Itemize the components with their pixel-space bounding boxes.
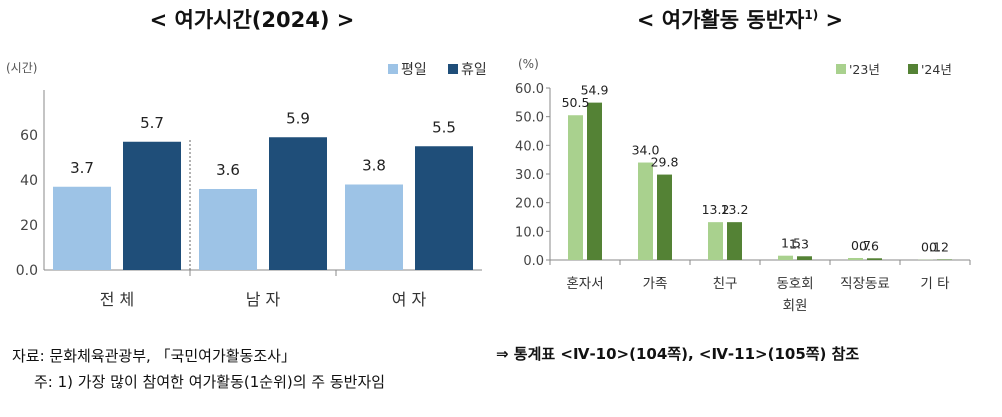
chart1-unit-label: (시간) bbox=[6, 61, 37, 75]
companion-chart: < 여가활동 동반자1) > (%) 0.0 10.0 20.0 30.0 40.0 50… bbox=[515, 8, 971, 314]
leisure-time-chart: < 여가시간(2024) > (시간) 0.0 20 40 60 3.7 5.7 3.6 5… bbox=[6, 8, 487, 309]
chart2-bar bbox=[708, 222, 723, 260]
chart2-category-label: 회원 bbox=[783, 298, 808, 314]
chart1-bar bbox=[269, 137, 327, 270]
chart2-y-ticks: 0.0 10.0 20.0 30.0 40.0 50.0 60.0 bbox=[515, 82, 544, 269]
chart2-unit-label: (%) bbox=[518, 57, 539, 71]
chart1-bar bbox=[53, 186, 111, 270]
chart1-value-labels: 3.7 5.7 3.6 5.9 3.8 5.5 bbox=[70, 109, 456, 179]
chart2-category-label: 가족 bbox=[643, 276, 668, 292]
chart1-bars bbox=[53, 137, 473, 270]
chart2-bar bbox=[797, 256, 812, 260]
chart2-y-tick-label: 10.0 bbox=[515, 225, 544, 240]
chart1-value-label: 3.7 bbox=[70, 159, 94, 177]
chart2-y-tick-label: 20.0 bbox=[515, 197, 544, 212]
chart1-category-label: 남 자 bbox=[246, 290, 281, 309]
chart1-y-tick-label: 0.0 bbox=[16, 263, 38, 279]
chart1-axes bbox=[43, 90, 482, 276]
chart1-legend-swatch bbox=[448, 64, 458, 74]
chart2-bar bbox=[778, 255, 793, 260]
chart1-bar bbox=[345, 184, 403, 270]
chart2-bar bbox=[727, 222, 742, 260]
chart1-category-label: 여 자 bbox=[392, 290, 427, 309]
chart1-y-ticks: 0.0 20 40 60 bbox=[16, 128, 38, 279]
chart1-category-label: 전 체 bbox=[100, 290, 135, 309]
chart2-category-label: 동호회 bbox=[776, 276, 813, 292]
chart1-bar bbox=[123, 141, 181, 270]
chart2-value-label: 0.2 bbox=[929, 239, 949, 254]
chart2-legend-label: '24년 bbox=[921, 62, 952, 77]
chart2-category-label: 기 타 bbox=[920, 276, 950, 292]
chart2-value-label: 1.3 bbox=[789, 236, 809, 251]
chart2-value-label: 0.1 bbox=[921, 240, 941, 255]
chart1-legend-swatch bbox=[388, 64, 398, 74]
table-reference: ⇒ 통계표 <Ⅳ-10>(104쪽), <Ⅳ-11>(105쪽) 참조 bbox=[496, 345, 860, 363]
chart2-bar bbox=[587, 102, 602, 261]
chart2-y-tick-label: 0.0 bbox=[523, 254, 544, 269]
source-note: 자료: 문화체육관광부, 「국민여가활동조사」 bbox=[12, 347, 296, 365]
chart1-value-label: 5.7 bbox=[140, 114, 164, 132]
chart2-value-label: 13.2 bbox=[702, 202, 730, 217]
chart2-y-tick-label: 60.0 bbox=[515, 82, 544, 97]
chart2-bar bbox=[867, 258, 882, 260]
chart2-value-label: 29.8 bbox=[651, 155, 679, 170]
chart2-legend-label: '23년 bbox=[849, 62, 880, 77]
chart2-value-label: 13.2 bbox=[721, 202, 749, 217]
chart2-value-label: 54.9 bbox=[581, 83, 609, 98]
chart2-bar bbox=[848, 257, 863, 260]
chart1-value-label: 3.8 bbox=[362, 157, 386, 175]
chart2-y-tick-label: 30.0 bbox=[515, 168, 544, 183]
chart2-axes bbox=[546, 87, 971, 265]
chart2-value-label: 34.0 bbox=[632, 143, 660, 158]
chart2-title: < 여가활동 동반자1) > bbox=[637, 8, 843, 32]
chart2-bar bbox=[937, 259, 952, 260]
chart2-bar bbox=[638, 162, 653, 260]
chart2-value-label: 0.7 bbox=[851, 238, 871, 253]
chart2-legend: '23년 '24년 bbox=[836, 62, 952, 77]
chart2-y-tick-label: 40.0 bbox=[515, 139, 544, 154]
chart1-y-tick-label: 20 bbox=[20, 218, 38, 234]
chart2-legend-swatch bbox=[836, 64, 846, 74]
chart1-bar bbox=[199, 189, 257, 270]
chart1-legend: 평일 휴일 bbox=[388, 62, 487, 78]
chart1-legend-label: 휴일 bbox=[461, 62, 487, 78]
chart1-bar bbox=[415, 146, 473, 270]
chart2-bars bbox=[568, 102, 952, 261]
chart2-category-label: 혼자서 bbox=[566, 276, 603, 292]
chart2-value-labels: 50.554.9 34.029.8 13.213.2 1.51.3 0.70.6 0.10… bbox=[562, 83, 949, 255]
chart1-value-label: 5.5 bbox=[432, 118, 456, 136]
chart2-value-label: 50.5 bbox=[562, 95, 590, 110]
chart2-category-label: 친구 bbox=[713, 276, 738, 292]
chart1-y-tick-label: 60 bbox=[20, 128, 38, 144]
chart2-bar bbox=[657, 174, 672, 260]
chart1-legend-label: 평일 bbox=[401, 62, 427, 78]
chart1-title: < 여가시간(2024) > bbox=[150, 8, 355, 32]
footnote: 주: 1) 가장 많이 참여한 여가활동(1순위)의 주 동반자임 bbox=[34, 373, 386, 391]
chart2-y-tick-label: 50.0 bbox=[515, 111, 544, 126]
chart2-value-label: 0.6 bbox=[859, 238, 879, 253]
chart1-value-label: 5.9 bbox=[286, 109, 310, 127]
chart2-bar bbox=[568, 115, 583, 260]
chart2-category-label: 직장동료 bbox=[840, 276, 890, 292]
chart2-legend-swatch bbox=[908, 64, 918, 74]
chart2-value-label: 1.5 bbox=[781, 236, 801, 251]
chart1-y-tick-label: 40 bbox=[20, 173, 38, 189]
chart1-value-label: 3.6 bbox=[216, 161, 240, 179]
